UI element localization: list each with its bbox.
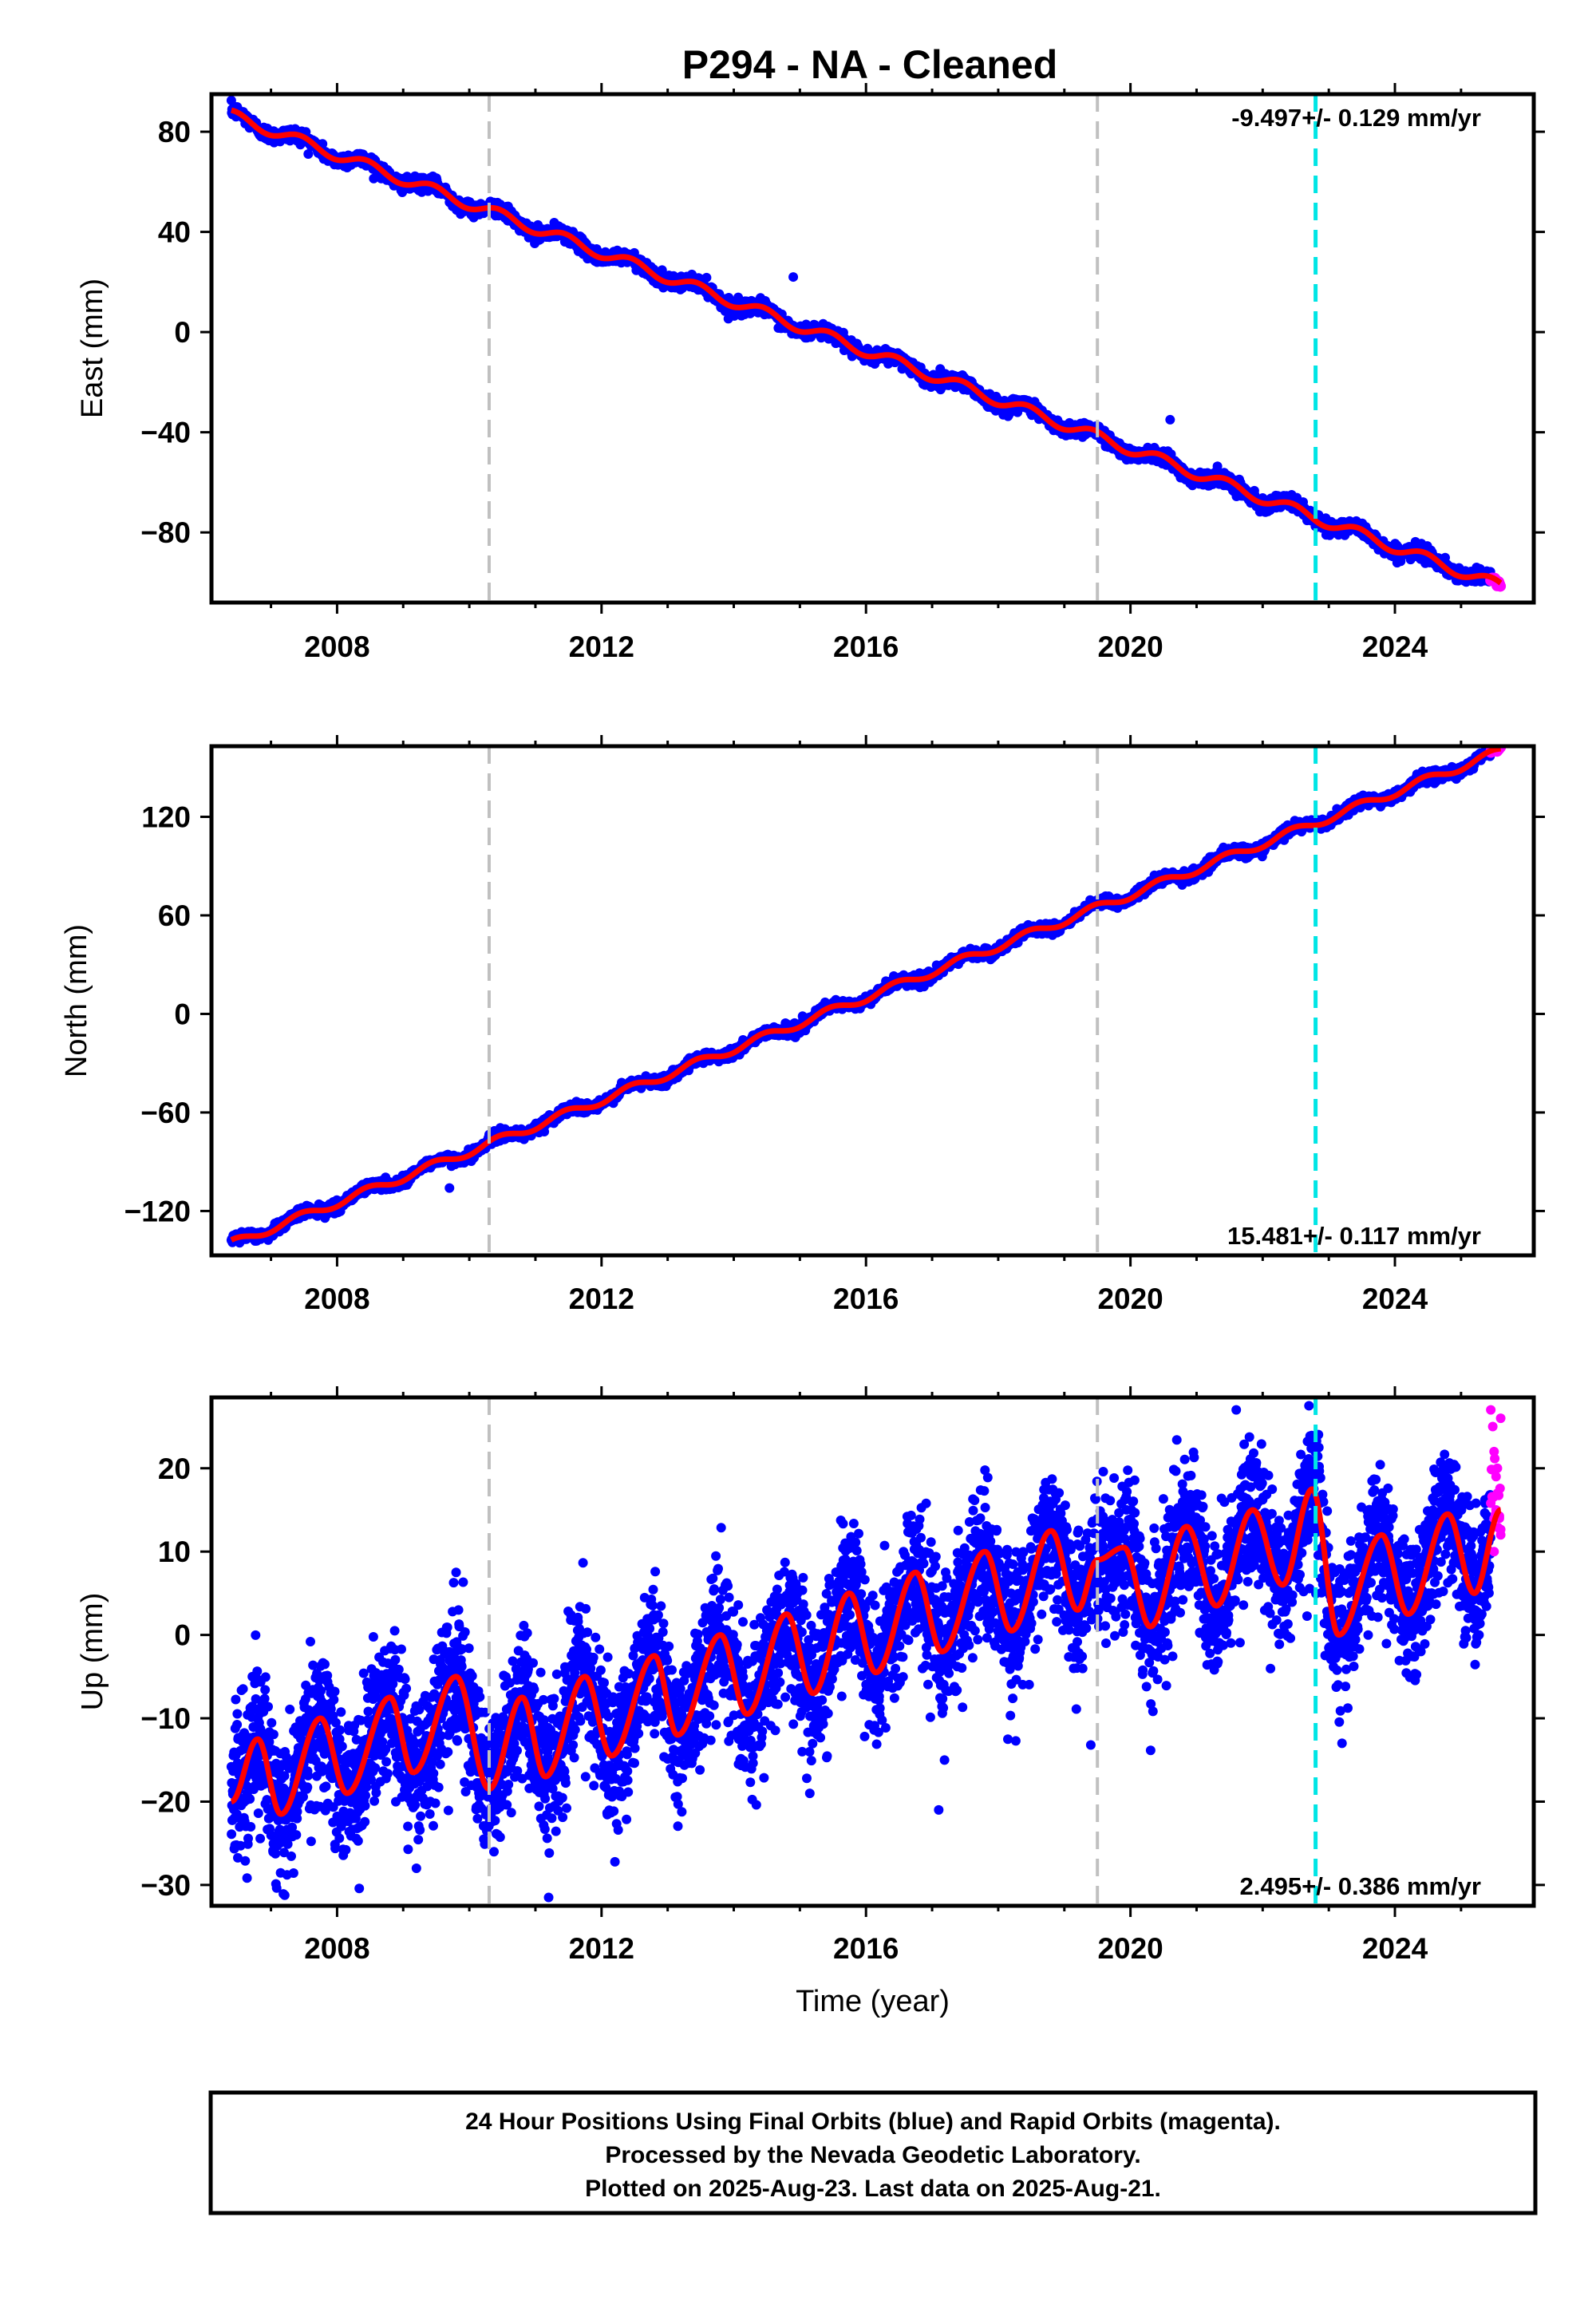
- east-panel: 2008 2012 2016 2020 2024 −80 −40 0 40 80 East (mm)…: [76, 83, 1545, 663]
- east-rate-label: -9.497+/- 0.129 mm/yr: [1231, 104, 1481, 132]
- y-tick-label: 0: [174, 316, 191, 349]
- data-point: [701, 272, 712, 283]
- figure-title: P294 - NA - Cleaned: [682, 42, 1058, 87]
- x-tick-label: 2016: [833, 630, 899, 663]
- y-tick-label: 40: [158, 216, 191, 249]
- east-y-label: East (mm): [76, 279, 109, 418]
- y-tick-label: 80: [158, 116, 191, 148]
- data-point-outlier: [1165, 414, 1175, 425]
- y-tick-label: −40: [140, 417, 191, 449]
- x-tick-label: 2020: [1097, 630, 1163, 663]
- x-tick-label: 2024: [1362, 630, 1428, 663]
- east-plot-area: [226, 95, 1507, 592]
- data-point: [303, 149, 314, 159]
- x-tick-label: 2012: [569, 630, 634, 663]
- x-tick-label: 2008: [304, 630, 369, 663]
- y-tick-label: −80: [140, 516, 191, 549]
- data-point-outlier: [788, 272, 799, 283]
